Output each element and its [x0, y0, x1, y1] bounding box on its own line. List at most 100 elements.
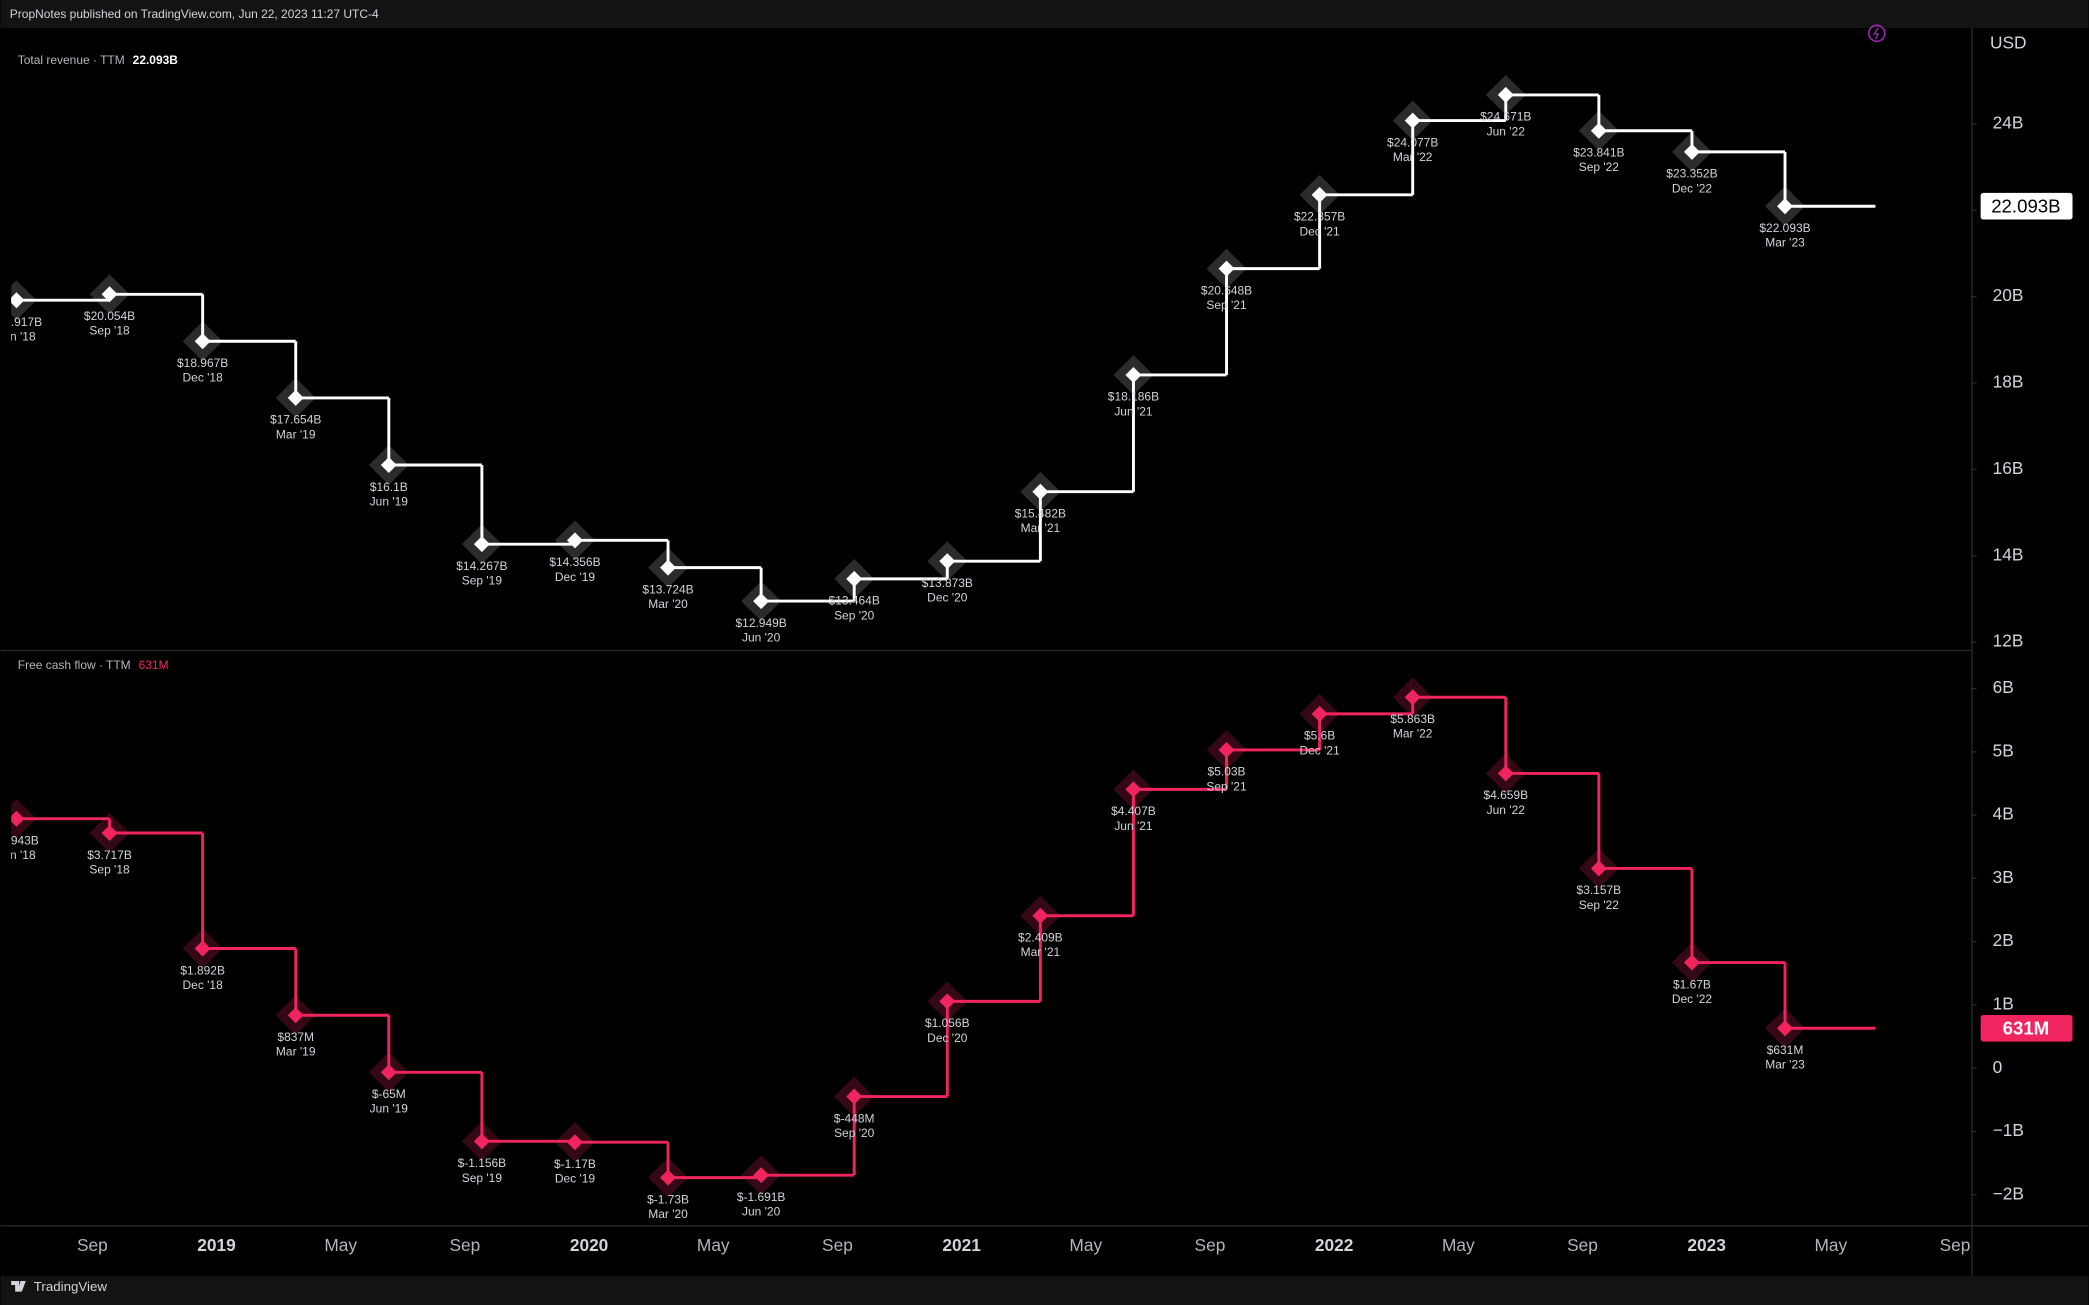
date-label: Mar '21 [1021, 945, 1061, 959]
x-axis-label: 2019 [197, 1235, 235, 1255]
marker [11, 810, 25, 827]
marker [101, 825, 118, 842]
value-label: $5.03B [1208, 765, 1246, 779]
x-axis-label: Sep [1195, 1235, 1226, 1255]
date-label: Mar '22 [1393, 150, 1433, 164]
date-label: Mar '21 [1021, 521, 1061, 535]
footer-brand: TradingView [34, 1279, 108, 1294]
value-label: $24.077B [1387, 135, 1438, 149]
y-tick-label: 16B [1993, 458, 2024, 478]
marker [11, 292, 25, 309]
value-label: $14.356B [549, 555, 600, 569]
value-label: $20.054B [84, 309, 135, 323]
value-label: $22.093B [1759, 221, 1810, 235]
marker [380, 1064, 397, 1081]
date-label: Sep '20 [834, 608, 875, 622]
value-label: $-1.17B [554, 1157, 596, 1171]
pane-title-text: Total revenue · TTM [18, 53, 125, 67]
x-axis-label: May [1442, 1235, 1475, 1255]
x-axis-label: May [1814, 1235, 1847, 1255]
value-label: $18.186B [1108, 390, 1159, 404]
value-label: $24.671B [1480, 110, 1531, 124]
date-label: Jun '21 [1114, 404, 1153, 418]
value-label: $16.1B [370, 480, 408, 494]
value-label: $22.357B [1294, 210, 1345, 224]
date-label: Sep '18 [89, 324, 130, 338]
y-tick-label: 20B [1993, 285, 2024, 305]
marker [287, 1007, 304, 1024]
date-label: Dec '20 [927, 591, 968, 605]
currency-label: USD [1990, 33, 2027, 53]
date-label: Sep '22 [1579, 160, 1620, 174]
value-label: $5.6B [1304, 729, 1335, 743]
value-label: $4.407B [1111, 804, 1156, 818]
value-label: $14.267B [456, 559, 507, 573]
date-label: Jun '21 [1114, 819, 1153, 833]
marker [194, 940, 211, 957]
tradingview-logo [11, 1281, 26, 1292]
value-label: $1.67B [1673, 977, 1711, 991]
date-label: Dec '22 [1672, 181, 1713, 195]
y-tick-label: −2B [1993, 1183, 2024, 1203]
x-axis-label: Sep [822, 1235, 853, 1255]
value-label: $2.409B [1018, 931, 1063, 945]
y-tick-label: 4B [1993, 804, 2014, 824]
x-axis-label: May [697, 1235, 730, 1255]
marker [1590, 860, 1607, 877]
marker [473, 536, 490, 553]
date-label: Jun '22 [1487, 803, 1526, 817]
last-value-badge [1980, 192, 2073, 220]
pane-title: Free cash flow · TTM 631M [18, 658, 169, 672]
value-label: $15.482B [1015, 507, 1066, 521]
date-label: Mar '19 [276, 427, 316, 441]
x-axis-label: May [1069, 1235, 1102, 1255]
value-label: $17.654B [270, 413, 321, 427]
date-label: Dec '20 [927, 1031, 968, 1045]
value-label: $18.967B [177, 356, 228, 370]
y-tick-label: 18B [1993, 372, 2024, 392]
value-label: $-1.691B [737, 1190, 786, 1204]
last-value-badge [1980, 1014, 2073, 1042]
y-tick-label: 1B [1993, 993, 2014, 1013]
date-label: Sep '19 [462, 574, 503, 588]
y-tick-label: 3B [1993, 867, 2014, 887]
value-label: $13.724B [642, 582, 693, 596]
y-tick-label: −1B [1993, 1120, 2024, 1140]
last-value-label: 631M [2003, 1018, 2050, 1039]
marker [1590, 122, 1607, 139]
marker [1404, 689, 1421, 706]
value-label: $13.464B [829, 594, 880, 608]
x-axis-label: 2023 [1687, 1235, 1725, 1255]
value-label: $4.659B [1483, 788, 1528, 802]
date-label: Jun '20 [742, 1205, 781, 1219]
x-axis-label: May [324, 1235, 357, 1255]
date-label: Mar '19 [276, 1045, 316, 1059]
value-label: $837M [277, 1030, 314, 1044]
date-label: Dec '21 [1300, 743, 1341, 757]
pane-title-text: Free cash flow · TTM [18, 658, 131, 672]
y-tick-label: 0 [1993, 1057, 2003, 1077]
date-label: Jun '19 [370, 1102, 409, 1116]
y-tick-label: 6B [1993, 677, 2014, 697]
marker [1218, 260, 1235, 277]
value-label: $3.157B [1577, 883, 1622, 897]
date-label: Jun '18 [0, 330, 36, 344]
value-label: $-448M [834, 1111, 875, 1125]
y-tick-label: 12B [1993, 631, 2024, 651]
date-label: Jun '20 [742, 631, 781, 645]
x-axis-label: 2020 [570, 1235, 608, 1255]
marker [287, 389, 304, 406]
value-label: $3.717B [87, 848, 132, 862]
date-label: Mar '22 [1393, 727, 1433, 741]
value-label: $-1.156B [458, 1156, 507, 1170]
marker [1497, 765, 1514, 782]
date-label: Sep '19 [462, 1171, 503, 1185]
date-label: Sep '20 [834, 1126, 875, 1140]
x-axis-label: Sep [77, 1235, 108, 1255]
y-tick-label: 5B [1993, 740, 2014, 760]
x-axis-label: Sep [1940, 1235, 1971, 1255]
header-text: PropNotes published on TradingView.com, … [10, 7, 379, 21]
